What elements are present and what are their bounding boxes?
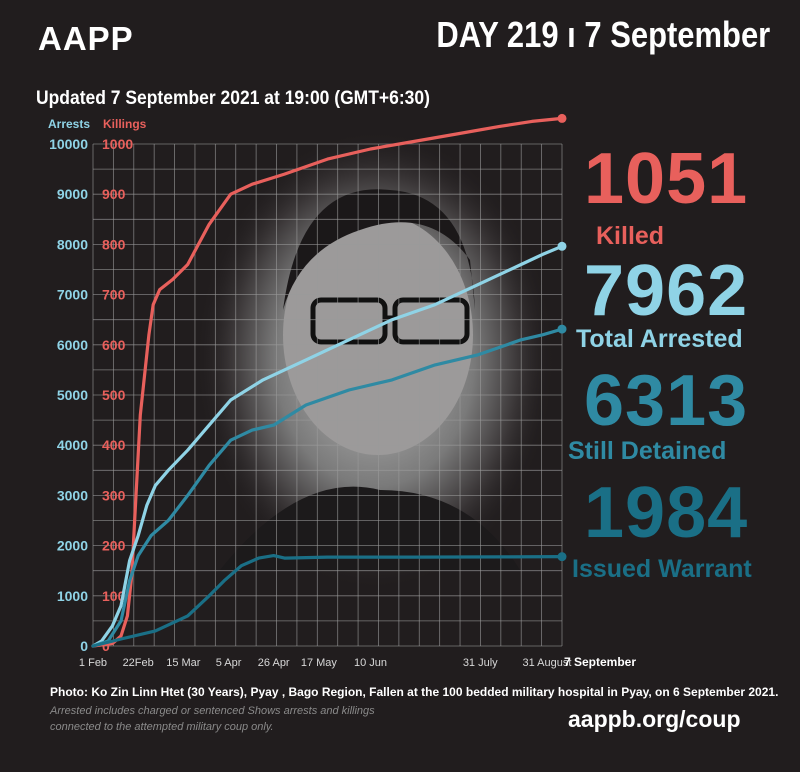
x-axis-ticks: 1 Feb 22Feb 15 Mar 5 Apr 26 Apr 17 May 10 Jun 3… <box>79 655 636 669</box>
right-tick-label: 300 <box>102 487 126 503</box>
x-tick-label: 31 August <box>522 657 571 669</box>
series-endpoint <box>557 113 567 123</box>
website-url: aappb.org/coup <box>568 706 741 732</box>
x-tick-label: 5 Apr <box>216 657 242 669</box>
series-line-issued-warrant <box>91 554 564 648</box>
left-tick-label: 4000 <box>57 437 88 453</box>
detained-count: 6313 <box>584 361 749 441</box>
x-tick-label: 22Feb <box>123 657 154 669</box>
left-tick-label: 9000 <box>57 186 88 202</box>
chart-grid <box>92 143 563 647</box>
series-line-killings <box>91 116 564 648</box>
x-tick-label: 17 May <box>301 657 338 669</box>
arrested-label: Total Arrested <box>576 325 743 353</box>
left-tick-label: 0 <box>80 638 88 654</box>
killed-label: Killed <box>596 222 665 250</box>
left-tick-label: 3000 <box>57 487 88 503</box>
right-tick-label: 800 <box>102 236 126 252</box>
right-tick-label: 700 <box>102 287 126 303</box>
series-line-still-detained <box>91 327 564 648</box>
updated-timestamp: Updated 7 September 2021 at 19:00 (GMT+6… <box>36 88 430 109</box>
right-tick-label: 400 <box>102 437 126 453</box>
left-axis-ticks: 0 1000 2000 3000 4000 5000 6000 7000 8000 9000 100… <box>49 136 88 654</box>
right-tick-label: 100 <box>102 588 126 604</box>
cumulative-chart: 0100020003000400050006000700080009000100… <box>48 113 636 669</box>
series-endpoint <box>557 552 567 562</box>
left-tick-label: 10000 <box>49 136 88 152</box>
right-axis-ticks: 0 100 200 300 400 500 600 700 800 900 1000 <box>102 136 133 654</box>
x-tick-label: 15 Mar <box>166 657 201 669</box>
left-tick-label: 6000 <box>57 337 88 353</box>
left-tick-label: 8000 <box>57 236 88 252</box>
series-lines <box>91 113 567 648</box>
disclaimer-note: Arrested includes charged or sentenced S… <box>50 705 375 733</box>
right-tick-label: 500 <box>102 387 126 403</box>
x-tick-label: 1 Feb <box>79 657 107 669</box>
arrested-count: 7962 <box>584 251 749 331</box>
left-tick-label: 2000 <box>57 538 88 554</box>
arrests-axis-title: Arrests <box>48 117 90 131</box>
right-tick-label: 0 <box>102 638 110 654</box>
series-endpoint <box>557 241 567 251</box>
killed-count: 1051 <box>584 139 749 219</box>
aapp-logo: AAPP <box>38 20 134 57</box>
killings-axis-title: Killings <box>103 117 147 131</box>
x-tick-label: 10 Jun <box>354 657 387 669</box>
x-tick-label: 26 Apr <box>258 657 290 669</box>
right-tick-label: 600 <box>102 337 126 353</box>
right-tick-label: 200 <box>102 538 126 554</box>
series-endpoint <box>557 324 567 334</box>
day-title: DAY 219 ı 7 September <box>436 14 770 55</box>
warrant-label: Issued Warrant <box>572 555 752 583</box>
left-tick-label: 7000 <box>57 287 88 303</box>
warrant-count: 1984 <box>584 473 749 553</box>
photo-caption: Photo: Ko Zin Linn Htet (30 Years), Pyay… <box>50 685 779 699</box>
left-tick-label: 1000 <box>57 588 88 604</box>
right-tick-label: 1000 <box>102 136 133 152</box>
x-tick-label: 31 July <box>463 657 498 669</box>
detained-label: Still Detained <box>568 437 727 465</box>
x-tick-label: 7 September <box>564 655 636 669</box>
series-line-arrests <box>91 244 564 648</box>
left-tick-label: 5000 <box>57 387 88 403</box>
right-tick-label: 900 <box>102 186 126 202</box>
